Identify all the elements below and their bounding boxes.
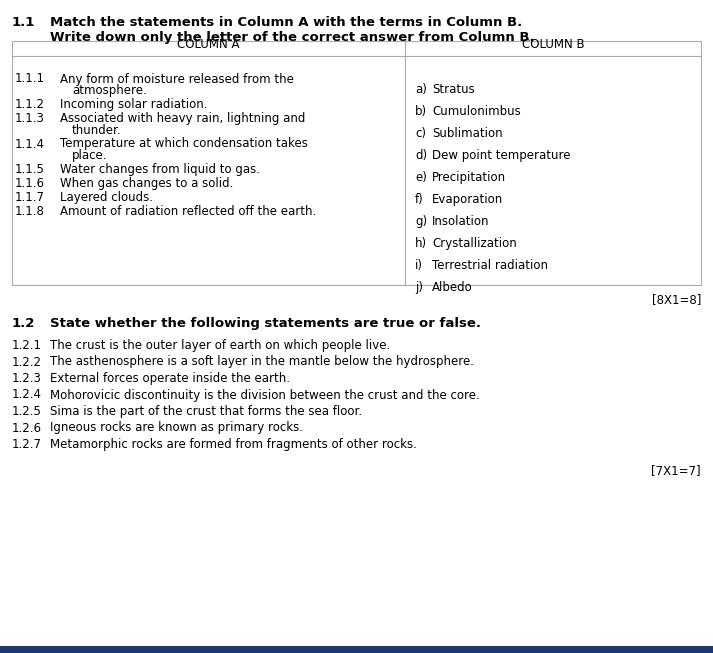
Text: j): j) [415,281,423,294]
Text: 1.2.7: 1.2.7 [12,438,42,451]
Text: atmosphere.: atmosphere. [72,84,147,97]
Text: Crystallization: Crystallization [432,237,517,250]
Text: e): e) [415,171,427,184]
Text: Temperature at which condensation takes: Temperature at which condensation takes [60,138,308,150]
Text: Insolation: Insolation [432,215,490,228]
Text: b): b) [415,105,427,118]
Text: Metamorphic rocks are formed from fragments of other rocks.: Metamorphic rocks are formed from fragme… [50,438,417,451]
Text: [7X1=7]: [7X1=7] [652,464,701,477]
Text: 1.1: 1.1 [12,16,36,29]
Text: 1.2: 1.2 [12,317,36,330]
Text: Associated with heavy rain, lightning and: Associated with heavy rain, lightning an… [60,112,305,125]
Text: place.: place. [72,149,108,162]
Text: The crust is the outer layer of earth on which people live.: The crust is the outer layer of earth on… [50,339,390,352]
Text: External forces operate inside the earth.: External forces operate inside the earth… [50,372,290,385]
Text: Albedo: Albedo [432,281,473,294]
Text: d): d) [415,149,427,162]
Text: Any form of moisture released from the: Any form of moisture released from the [60,72,294,86]
Text: i): i) [415,259,423,272]
Text: thunder.: thunder. [72,123,122,136]
Text: Igneous rocks are known as primary rocks.: Igneous rocks are known as primary rocks… [50,421,303,434]
Text: 1.1.8: 1.1.8 [15,205,45,218]
Text: 1.2.4: 1.2.4 [12,389,42,402]
Text: 1.1.1: 1.1.1 [15,72,45,86]
Text: Stratus: Stratus [432,83,475,96]
Text: 1.2.5: 1.2.5 [12,405,42,418]
Text: g): g) [415,215,427,228]
Text: Terrestrial radiation: Terrestrial radiation [432,259,548,272]
Text: Precipitation: Precipitation [432,171,506,184]
Text: c): c) [415,127,426,140]
Text: Incoming solar radiation.: Incoming solar radiation. [60,98,207,111]
Text: 1.1.3: 1.1.3 [15,112,45,125]
Text: 1.1.7: 1.1.7 [15,191,45,204]
Text: Mohorovicic discontinuity is the division between the crust and the core.: Mohorovicic discontinuity is the divisio… [50,389,480,402]
Text: 1.1.5: 1.1.5 [15,163,45,176]
Text: Water changes from liquid to gas.: Water changes from liquid to gas. [60,163,260,176]
Text: Sima is the part of the crust that forms the sea floor.: Sima is the part of the crust that forms… [50,405,362,418]
Text: Layered clouds.: Layered clouds. [60,191,153,204]
Text: 1.2.6: 1.2.6 [12,421,42,434]
Text: 1.1.6: 1.1.6 [15,177,45,190]
Text: [8X1=8]: [8X1=8] [652,293,701,306]
Text: 1.2.2: 1.2.2 [12,355,42,368]
Text: 1.1.4: 1.1.4 [15,138,45,150]
Text: The asthenosphere is a soft layer in the mantle below the hydrosphere.: The asthenosphere is a soft layer in the… [50,355,474,368]
Text: Evaporation: Evaporation [432,193,503,206]
Bar [12,41,701,285]
Text: State whether the following statements are true or false.: State whether the following statements a… [50,317,481,330]
Text: Match the statements in Column A with the terms in Column B.: Match the statements in Column A with th… [50,16,522,29]
Text: h): h) [415,237,427,250]
Text: COLUMN A: COLUMN A [178,37,240,50]
Text: Cumulonimbus: Cumulonimbus [432,105,520,118]
Text: Dew point temperature: Dew point temperature [432,149,570,162]
Text: 1.1.2: 1.1.2 [15,98,45,111]
Text: Sublimation: Sublimation [432,127,503,140]
Text: 1.2.3: 1.2.3 [12,372,42,385]
Text: Write down only the letter of the correct answer from Column B.: Write down only the letter of the correc… [50,31,535,44]
Text: 1.2.1: 1.2.1 [12,339,42,352]
Text: COLUMN B: COLUMN B [522,37,585,50]
Text: a): a) [415,83,427,96]
Text: f): f) [415,193,424,206]
Text: Amount of radiation reflected off the earth.: Amount of radiation reflected off the ea… [60,205,317,218]
Text: When gas changes to a solid.: When gas changes to a solid. [60,177,233,190]
Bar [0,646,713,653]
